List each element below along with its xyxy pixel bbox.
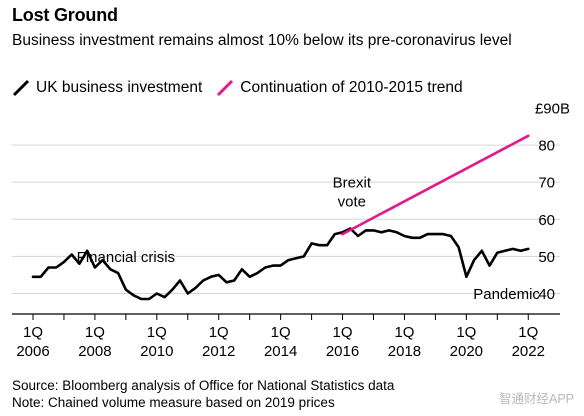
- uk-investment-line: [31, 227, 530, 301]
- x-tick-quarter-label: 1Q: [85, 324, 105, 341]
- x-tick-year-label: 2008: [78, 343, 111, 360]
- y-tick-label: 40: [538, 286, 555, 303]
- legend-item-uk: UK business investment: [12, 79, 202, 97]
- x-tick-quarter-label: 1Q: [333, 324, 353, 341]
- x-tick-quarter-label: 1Q: [394, 324, 414, 341]
- x-tick-year-label: 2016: [326, 343, 359, 360]
- note-text: Note: Chained volume measure based on 20…: [12, 395, 335, 410]
- legend: UK business investment Continuation of 2…: [12, 79, 477, 97]
- annotation-label: Brexit: [333, 175, 372, 192]
- annotation-label: vote: [338, 193, 366, 210]
- source-text: Source: Bloomberg analysis of Office for…: [12, 378, 395, 393]
- x-tick-year-label: 2020: [450, 343, 483, 360]
- watermark: 智通财经APP: [498, 392, 574, 406]
- x-tick-year-label: 2018: [388, 343, 421, 360]
- x-tick-quarter-label: 1Q: [209, 324, 229, 341]
- chart-title: Lost Ground: [12, 5, 118, 25]
- x-tick-year-label: 2014: [264, 343, 297, 360]
- y-tick-label: 50: [538, 249, 555, 266]
- x-tick-year-label: 2006: [16, 343, 49, 360]
- x-tick-year-label: 2010: [140, 343, 173, 360]
- x-tick-quarter-label: 1Q: [147, 324, 167, 341]
- x-tick-year-label: 2022: [512, 343, 545, 360]
- x-tick-year-label: 2012: [202, 343, 235, 360]
- y-tick-label: 80: [538, 138, 555, 155]
- chart-canvas: 40 50 60 70 80 £90B 1Q 2006 1Q 2008 1Q 2010 1Q 2012 1Q…: [12, 101, 570, 360]
- legend-swatch-uk: [12, 79, 30, 97]
- legend-item-trend: Continuation of 2010-2015 trend: [216, 79, 463, 97]
- x-tick-quarter-label: 1Q: [23, 324, 43, 341]
- y-tick-label: 70: [538, 175, 555, 192]
- x-tick-quarter-label: 1Q: [456, 324, 476, 341]
- trend-continuation-line: [341, 134, 530, 236]
- annotation-label: Financial crisis: [77, 249, 175, 266]
- x-tick-quarter-label: 1Q: [518, 324, 538, 341]
- annotation-label: Pandemic: [473, 286, 540, 303]
- chart-subtitle: Business investment remains almost 10% b…: [12, 32, 512, 49]
- source-note: Source: Bloomberg analysis of Office for…: [12, 377, 394, 411]
- legend-label-uk: UK business investment: [36, 79, 203, 96]
- legend-label-trend: Continuation of 2010-2015 trend: [240, 79, 463, 96]
- legend-swatch-trend: [217, 79, 234, 97]
- y-tick-label: 60: [538, 212, 555, 229]
- x-tick-quarter-label: 1Q: [271, 324, 291, 341]
- y-unit-label: £90B: [535, 101, 570, 118]
